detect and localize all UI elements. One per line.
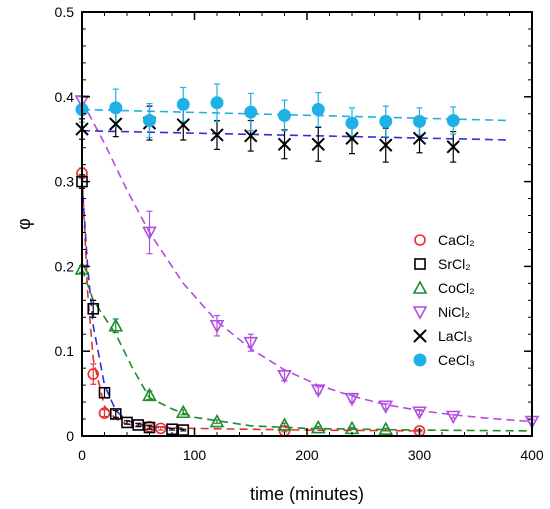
data-point bbox=[244, 129, 258, 143]
legend-label: NiCl₂ bbox=[438, 304, 470, 320]
data-point bbox=[87, 302, 100, 315]
y-tick-label: 0.4 bbox=[55, 89, 75, 105]
data-point bbox=[277, 417, 292, 431]
y-tick-label: 0 bbox=[66, 428, 74, 444]
data-point bbox=[98, 386, 111, 399]
axis-ticks bbox=[81, 11, 533, 437]
data-point bbox=[277, 137, 292, 151]
data-point bbox=[154, 422, 167, 435]
y-tick-label: 0.5 bbox=[55, 4, 75, 20]
data-point bbox=[209, 413, 225, 428]
data-point bbox=[244, 105, 258, 119]
data-point bbox=[143, 114, 156, 128]
legend-marker bbox=[414, 234, 426, 246]
data-point bbox=[311, 137, 325, 151]
data-point bbox=[210, 128, 224, 142]
fit-line bbox=[81, 181, 184, 430]
data-point bbox=[109, 408, 122, 420]
data-point bbox=[278, 108, 291, 122]
data-point bbox=[132, 419, 145, 431]
legend-marker bbox=[413, 353, 427, 367]
legend-marker bbox=[413, 329, 427, 343]
data-point bbox=[445, 410, 461, 425]
data-point bbox=[176, 97, 190, 111]
legend-label: SrCl₂ bbox=[438, 256, 471, 272]
data-point bbox=[379, 138, 393, 152]
fit-line bbox=[81, 173, 420, 432]
data-point bbox=[108, 318, 124, 332]
fit-line bbox=[81, 108, 510, 122]
data-point bbox=[243, 336, 259, 351]
y-tick-labels: 0 0.1 0.2 0.3 0.4 0.5 bbox=[55, 4, 75, 444]
x-tick-label: 300 bbox=[408, 447, 432, 463]
data-point bbox=[142, 226, 157, 241]
legend-marker bbox=[412, 306, 428, 320]
data-point bbox=[87, 368, 100, 380]
data-point bbox=[121, 416, 133, 429]
y-axis-label: φ bbox=[14, 218, 34, 230]
data-point bbox=[345, 116, 359, 130]
legend: CaCl₂ SrCl₂ CoCl₂ NiCl₂ LaCl₃ CeCl₃ bbox=[412, 232, 475, 368]
data-point bbox=[378, 400, 394, 414]
data-point bbox=[310, 384, 326, 398]
data-point bbox=[142, 387, 157, 402]
fit-lines bbox=[81, 100, 533, 432]
data-point bbox=[344, 392, 360, 407]
data-point bbox=[311, 103, 325, 117]
data-point bbox=[446, 140, 460, 154]
data-point bbox=[176, 118, 190, 132]
data-point bbox=[109, 117, 123, 131]
data-point bbox=[412, 131, 427, 146]
fit-line bbox=[81, 100, 533, 423]
data-point bbox=[109, 101, 123, 115]
x-tick-label: 200 bbox=[295, 447, 319, 463]
legend-label: LaCl₃ bbox=[438, 328, 473, 344]
data-point bbox=[310, 419, 326, 434]
data-point bbox=[210, 96, 224, 110]
x-tick-label: 400 bbox=[520, 447, 544, 463]
data-point bbox=[175, 404, 191, 419]
y-tick-label: 0.1 bbox=[55, 343, 75, 359]
y-tick-label: 0.2 bbox=[55, 258, 75, 274]
legend-label: CeCl₃ bbox=[438, 352, 475, 368]
x-tick-labels: 0 100 200 300 400 bbox=[78, 447, 544, 463]
data-point bbox=[413, 114, 426, 128]
data-point bbox=[98, 407, 111, 419]
x-tick-label: 100 bbox=[183, 447, 207, 463]
x-tick-label: 0 bbox=[78, 447, 86, 463]
data-point bbox=[277, 369, 292, 384]
legend-label: CoCl₂ bbox=[438, 280, 475, 296]
data-point bbox=[345, 131, 359, 146]
y-tick-label: 0.3 bbox=[55, 174, 75, 190]
data-point bbox=[446, 114, 460, 128]
legend-label: CaCl₂ bbox=[438, 232, 475, 248]
legend-marker bbox=[412, 280, 428, 294]
fit-line bbox=[81, 129, 510, 141]
data-point bbox=[379, 114, 393, 128]
legend-marker bbox=[414, 258, 426, 270]
data-point bbox=[412, 406, 427, 420]
fit-line bbox=[81, 268, 533, 432]
data-point bbox=[378, 421, 394, 436]
x-axis-label: time (minutes) bbox=[250, 484, 364, 504]
data-point bbox=[209, 319, 225, 334]
